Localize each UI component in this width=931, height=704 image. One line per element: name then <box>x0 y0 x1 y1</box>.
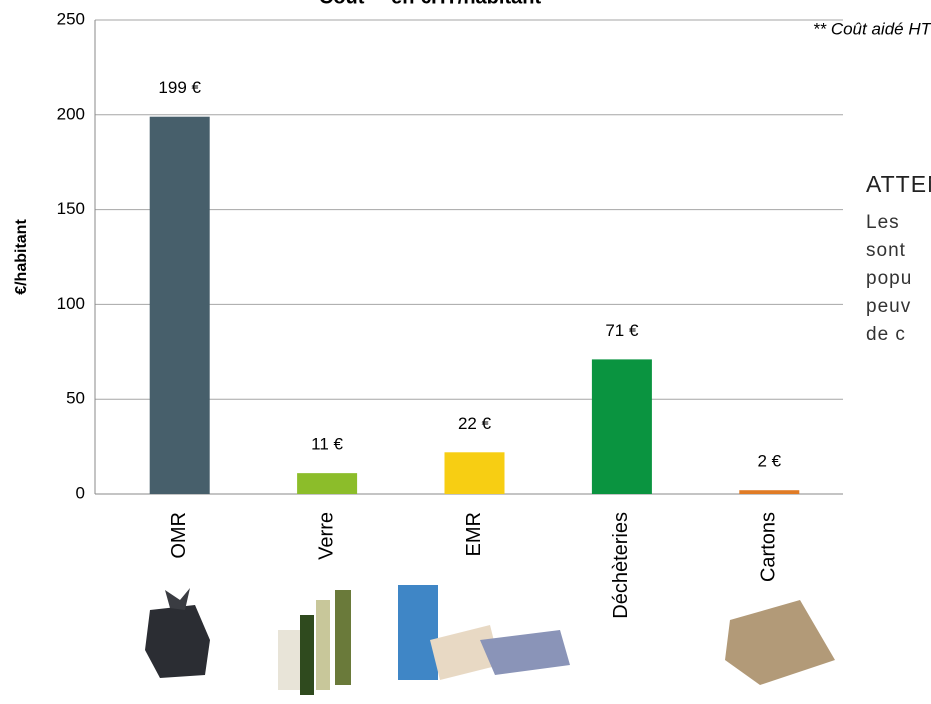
y-tick-label: 100 <box>57 294 85 313</box>
y-axis-title: €/habitant <box>13 219 30 295</box>
bar <box>591 359 652 494</box>
y-tick-label: 50 <box>66 389 85 408</box>
x-tick-label: Déchèteries <box>610 512 632 619</box>
trash-bag-knot <box>165 588 190 610</box>
chart-title: Coût ** en €HT/habitant <box>319 0 542 8</box>
y-tick-label: 150 <box>57 199 85 218</box>
y-tick-label: 200 <box>57 104 85 123</box>
magazine-icon <box>480 630 570 675</box>
bottle-icon <box>300 615 314 695</box>
pictures <box>145 585 835 695</box>
note: ** Coût aidé HT <box>813 19 931 38</box>
bottle-icon <box>278 630 300 690</box>
bar <box>444 452 505 494</box>
carton-icon <box>398 585 438 680</box>
value-label: 2 € <box>757 452 781 471</box>
bottle-icon <box>316 600 330 690</box>
side-line: sont <box>866 240 906 261</box>
side-heading: ATTEN <box>866 171 931 197</box>
y-tick-label: 0 <box>76 483 85 502</box>
x-tick-label: EMR <box>463 512 485 556</box>
x-tick-label: OMR <box>168 512 190 559</box>
bottle-icon <box>335 590 351 685</box>
x-tick-label: Verre <box>315 512 337 560</box>
trash-bag-icon <box>145 605 210 678</box>
y-tick-label: 250 <box>57 9 85 28</box>
x-tick-label: Cartons <box>758 512 780 582</box>
value-label: 22 € <box>458 414 492 433</box>
cardboard-icon <box>725 600 835 685</box>
side-line: de c <box>866 324 906 345</box>
bar <box>739 490 800 494</box>
bar <box>149 116 210 495</box>
value-label: 199 € <box>158 78 201 97</box>
side-line: popu <box>866 268 912 289</box>
value-label: 11 € <box>311 435 343 454</box>
bar <box>297 473 358 494</box>
side-line: peuv <box>866 296 911 317</box>
box-icon <box>430 625 500 680</box>
side-line: Les <box>866 212 900 233</box>
value-label: 71 € <box>605 321 639 340</box>
